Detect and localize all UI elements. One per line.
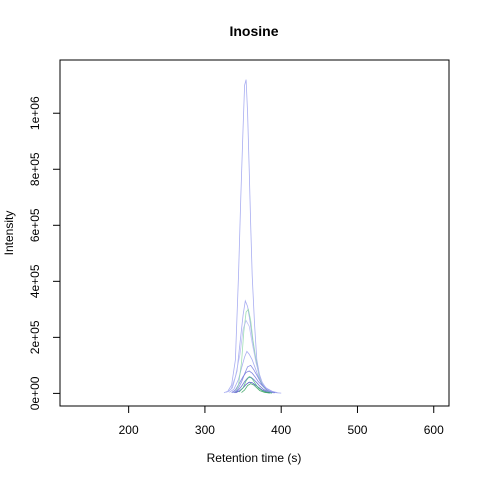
plot-frame (59, 59, 450, 407)
series-line-8 (238, 376, 273, 394)
y-tick-label: 2e+05 (28, 320, 42, 354)
series-line-5 (233, 376, 274, 394)
x-tick-label: 300 (195, 423, 215, 437)
x-tick-label: 400 (271, 423, 291, 437)
x-tick-label: 600 (424, 423, 444, 437)
y-tick-label: 0e+00 (28, 376, 42, 410)
series-line-10 (226, 319, 274, 393)
series-line-11 (232, 364, 274, 394)
series-layer (223, 79, 282, 394)
y-tick-label: 1e+06 (28, 96, 42, 130)
x-axis-label: Retention time (s) (207, 451, 302, 465)
x-tick-label: 200 (119, 423, 139, 437)
y-axis: 0e+00 2e+05 4e+05 6e+05 8e+05 1e+06 (28, 96, 60, 410)
series-line-9 (241, 383, 270, 394)
y-tick-label: 6e+05 (28, 208, 42, 242)
x-axis: 200 300 400 500 600 (119, 406, 444, 437)
y-tick-label: 4e+05 (28, 264, 42, 298)
x-tick-label: 500 (347, 423, 367, 437)
series-line-3 (229, 350, 274, 393)
chart-title: Inosine (229, 23, 278, 39)
y-tick-label: 8e+05 (28, 152, 42, 186)
y-axis-label: Intensity (2, 211, 16, 256)
series-line-2 (227, 299, 278, 393)
